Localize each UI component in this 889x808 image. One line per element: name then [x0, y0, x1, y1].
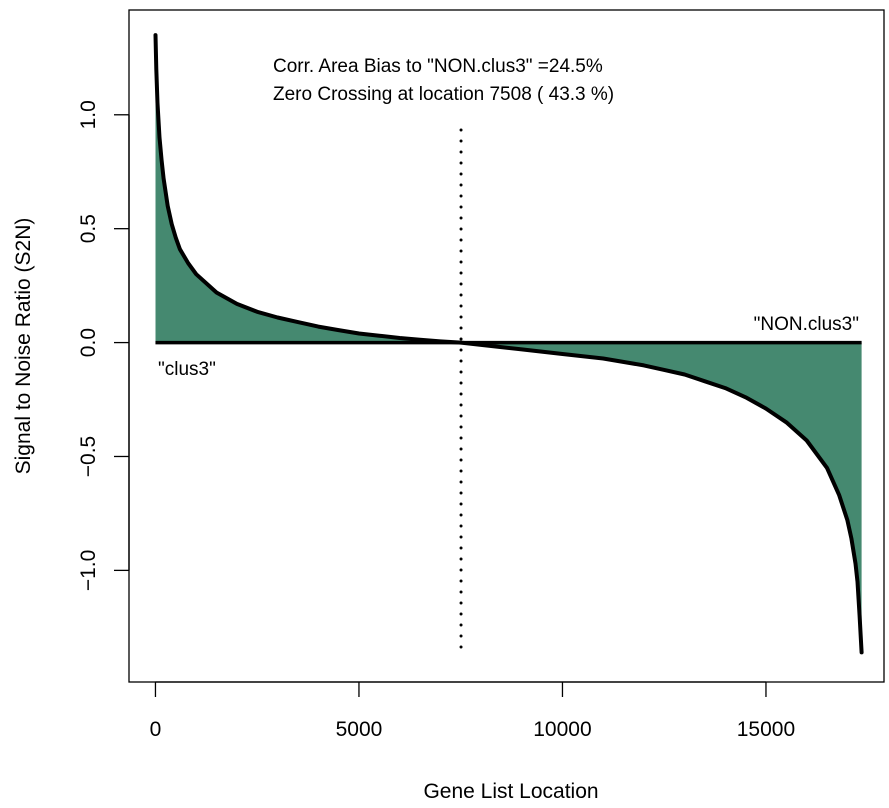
annotation-zero-crossing: Zero Crossing at location 7508 ( 43.3 %)	[273, 84, 614, 105]
s2n-curve	[153, 33, 864, 655]
class-label-left: "clus3"	[158, 359, 216, 380]
y-tick-label: 0.5	[77, 214, 100, 243]
x-tick-label: 5000	[336, 718, 383, 741]
annotation-corr-bias: Corr. Area Bias to "NON.clus3" =24.5%	[273, 56, 603, 77]
class-label-right: "NON.clus3"	[754, 314, 859, 335]
y-tick-label: 0.0	[77, 328, 100, 357]
y-axis-title: Signal to Noise Ratio (S2N)	[12, 218, 35, 475]
y-tick-label: −1.0	[77, 550, 100, 591]
x-axis-title: Gene List Location	[423, 780, 598, 803]
y-tick-label: 1.0	[77, 100, 100, 129]
x-tick-label: 0	[150, 718, 162, 741]
x-tick-label: 10000	[533, 718, 591, 741]
x-tick-label: 15000	[737, 718, 795, 741]
y-tick-label: −0.5	[77, 436, 100, 477]
plot-layer	[153, 33, 864, 657]
axes-layer: 0 5000 10000 15000 −1.0 −0.5 0.0 0.5 1.0	[77, 100, 795, 741]
